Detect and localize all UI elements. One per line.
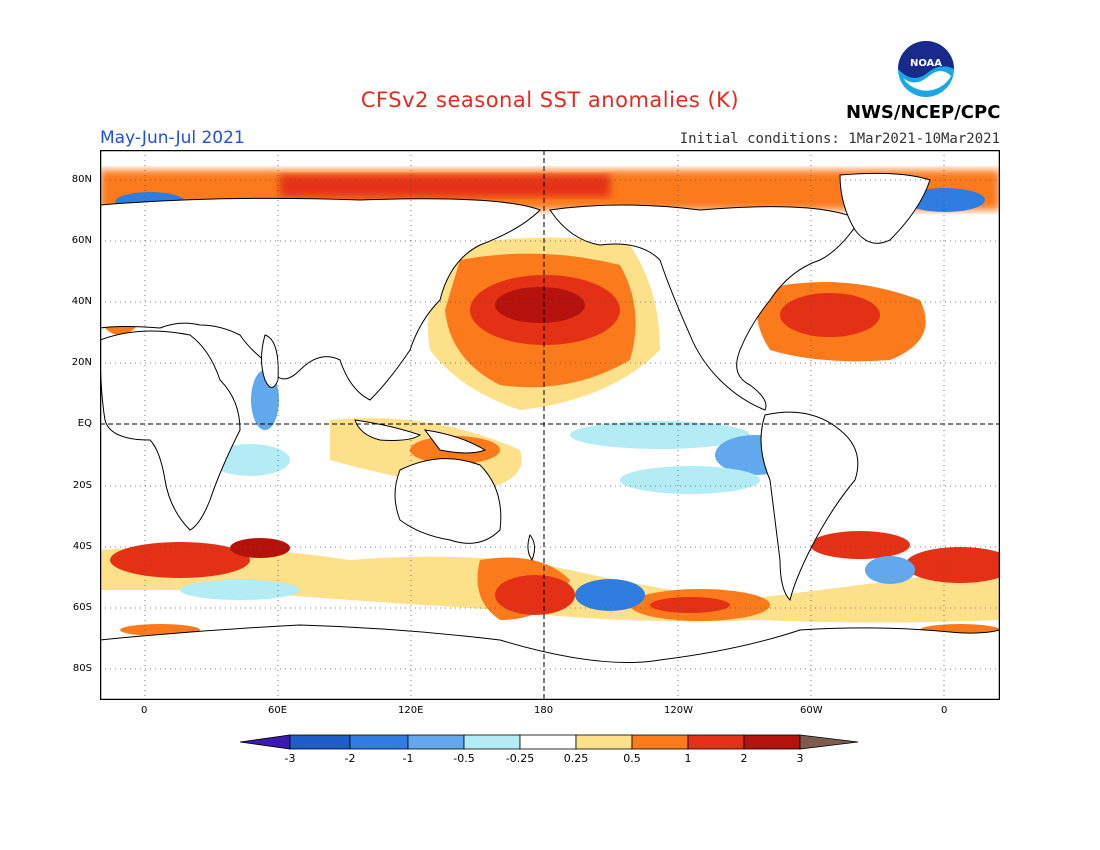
- legend-swatch: [631, 734, 689, 750]
- anomaly-patch: [495, 287, 585, 323]
- coastlines: [100, 172, 1000, 700]
- land-india: [261, 334, 279, 388]
- anomaly-patch: [495, 575, 575, 615]
- legend-swatch: [743, 734, 801, 750]
- lat-tick-label: EQ: [77, 418, 92, 429]
- lat-tick-label: 20S: [72, 480, 92, 491]
- chart-title: CFSv2 seasonal SST anomalies (K): [360, 88, 740, 112]
- legend-label: 1: [684, 752, 692, 765]
- legend-labels: -3 -2 -1 -0.5 -0.25 0.25 0.5 1 2 3: [238, 752, 862, 768]
- legend-label: -3: [284, 752, 296, 765]
- anomaly-patch: [650, 597, 730, 613]
- legend-label: 0.5: [623, 752, 641, 765]
- legend-swatch: [407, 734, 465, 750]
- anomaly-patch: [865, 556, 915, 584]
- lon-tick-label: 120W: [664, 705, 693, 716]
- land-eurasia: [100, 197, 541, 401]
- land-greenland: [839, 172, 931, 244]
- lat-tick-label: 20N: [71, 357, 92, 368]
- lon-tick-label: 180: [534, 705, 554, 716]
- legend-label: 3: [796, 752, 804, 765]
- noaa-logo: NOAA: [898, 41, 954, 97]
- anomaly-patch: [620, 466, 760, 494]
- land-north-america: [549, 204, 861, 411]
- legend-swatch: [463, 734, 521, 750]
- color-legend: [239, 734, 859, 750]
- anomaly-patch: [180, 580, 300, 600]
- legend-swatch: [687, 734, 745, 750]
- initial-conditions-label: Initial conditions: 1Mar2021-10Mar2021: [679, 131, 1000, 147]
- map-frame: [100, 150, 1000, 700]
- lon-tick-label: 0: [941, 705, 948, 716]
- land-new-guinea: [423, 429, 487, 454]
- lat-tick-label: 40S: [72, 541, 92, 552]
- lat-tick-label: 40N: [71, 296, 92, 307]
- reference-lines: [100, 150, 1000, 700]
- land-africa: [100, 330, 241, 531]
- sst-map: [100, 150, 1000, 700]
- land-australia: [394, 458, 502, 544]
- lat-tick-label: 60S: [72, 602, 92, 613]
- land-antarctica: [100, 624, 1000, 700]
- legend-label: -0.5: [453, 752, 475, 765]
- legend-label: -0.25: [505, 752, 535, 765]
- legend-swatch: [799, 734, 859, 750]
- legend-label: -2: [344, 752, 356, 765]
- anomaly-patch: [780, 293, 880, 337]
- legend-swatch: [575, 734, 633, 750]
- legend-swatch: [349, 734, 409, 750]
- lat-tick-label: 60N: [71, 235, 92, 246]
- lat-tick-label: 80S: [72, 663, 92, 674]
- anomaly-patch: [570, 421, 750, 449]
- legend-swatch: [239, 734, 291, 750]
- anomaly-patch: [575, 579, 645, 611]
- anomaly-patch: [905, 547, 1000, 583]
- anomaly-patch: [280, 175, 610, 197]
- lon-tick-label: 0: [141, 705, 148, 716]
- lon-axis: 0 60E 120E 180 120W 60W 0: [100, 705, 1000, 721]
- anomaly-patch: [905, 188, 985, 212]
- legend-label: 2: [740, 752, 748, 765]
- anomaly-patch: [110, 542, 250, 578]
- anomaly-patch: [210, 444, 290, 476]
- lat-axis: 80N 60N 40N 20N EQ 20S 40S 60S 80S: [60, 150, 96, 700]
- lat-tick-label: 80N: [71, 174, 92, 185]
- anomaly-patch: [810, 531, 910, 559]
- anomaly-patch: [230, 538, 290, 558]
- land-indonesia: [354, 419, 422, 441]
- logo-text: NOAA: [910, 58, 942, 69]
- legend-label: 0.25: [563, 752, 589, 765]
- legend-swatch: [289, 734, 351, 750]
- lon-tick-label: 60W: [800, 705, 823, 716]
- lon-tick-label: 120E: [398, 705, 424, 716]
- lat-lon-grid: [100, 150, 1000, 700]
- land-new-zealand: [527, 533, 536, 562]
- agency-label: NWS/NCEP/CPC: [846, 102, 1001, 123]
- legend-swatch: [519, 734, 577, 750]
- season-label: May-Jun-Jul 2021: [100, 128, 245, 148]
- lon-tick-label: 60E: [268, 705, 288, 716]
- legend-label: -1: [402, 752, 414, 765]
